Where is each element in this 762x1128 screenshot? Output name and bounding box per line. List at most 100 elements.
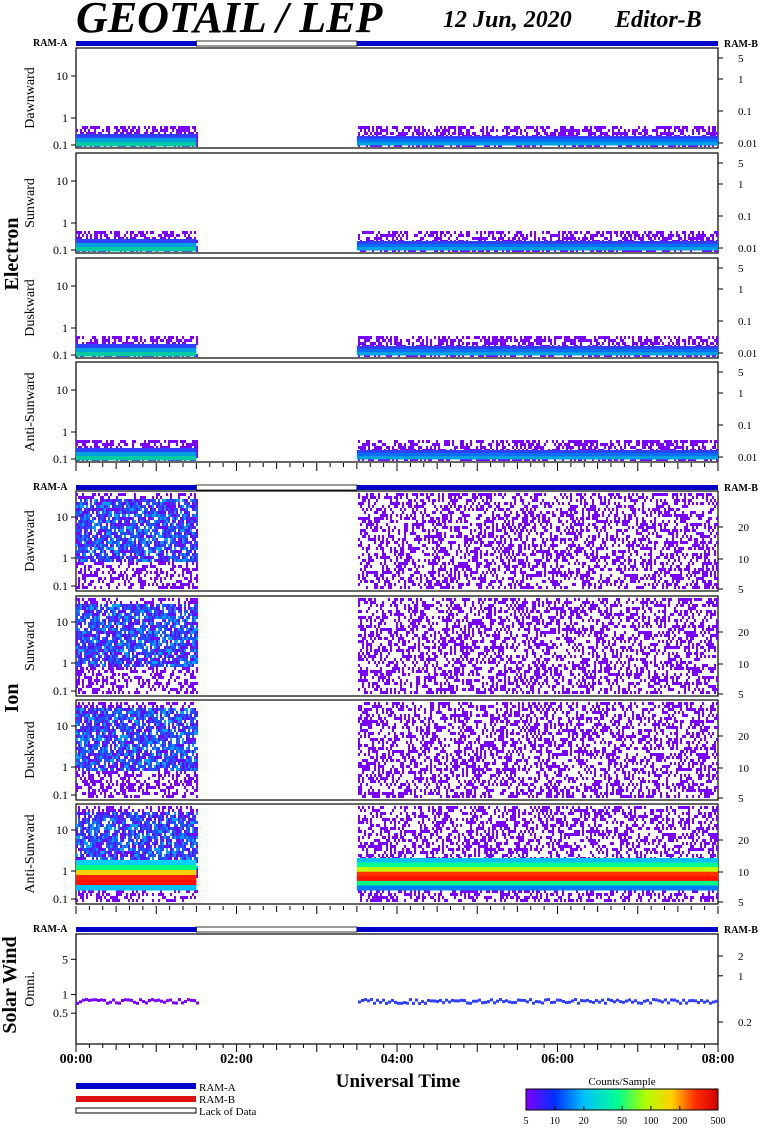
panel-electron-0: 10 1 0.1 5 1 0.1 0.01 Dawnward [23, 47, 757, 152]
left-tick-label: 10 [56, 174, 68, 188]
left-tick-label: 0.1 [53, 788, 68, 802]
right-tick-label: 0.01 [738, 243, 757, 255]
panel-electron-3: 10 1 0.1 5 1 0.1 0.01 Anti-Sunward [23, 361, 757, 466]
figure-title: GEOTAIL / LEP [76, 0, 384, 42]
legend-label-gap: Lack of Data [199, 1106, 257, 1118]
left-tick-label: 10 [56, 69, 68, 83]
panel-label: Dawnward [23, 510, 38, 571]
panel-ion-1: 10 1 0.1 20 10 5 Sunward [23, 595, 750, 701]
mode-bar-right-label: RAM-B [724, 925, 758, 936]
panel-data [76, 440, 718, 461]
mode-bar-ram-a [76, 485, 197, 490]
panel-label: Anti-Sunward [23, 814, 38, 893]
right-tick-label: 1 [738, 74, 744, 86]
left-tick-label: 0.1 [53, 138, 68, 152]
mode-bar-ram-a [356, 927, 718, 932]
left-tick-label: 10 [56, 510, 68, 524]
colorbar-tick-label: 100 [643, 1116, 658, 1127]
mode-bar-gap [195, 40, 358, 47]
right-tick-label: 0.01 [738, 452, 757, 464]
right-tick-label: 2 [738, 951, 744, 963]
mode-bar-right-label: RAM-B [724, 483, 758, 494]
group-label-solar-wind: Solar Wind [0, 936, 21, 1033]
legend-label-ram-a: RAM-A [199, 1082, 236, 1094]
panel-ion-3: 10 1 0.1 20 10 5 Anti-Sunward [23, 803, 750, 909]
panel-data [76, 702, 718, 798]
panel-label: Sunward [23, 178, 38, 228]
panel-ion-0: 10 1 0.1 20 10 5 Dawnward [23, 490, 750, 596]
panel-solar-0: 5 1 0.5 2 1 0.2 Omni. [23, 933, 752, 1045]
right-tick-label: 1 [738, 179, 744, 191]
left-tick-label: 1 [62, 425, 68, 439]
group-label-ion: Ion [1, 684, 23, 713]
right-tick-label: 0.01 [738, 348, 757, 360]
mode-bar-left-label: RAM-A [33, 482, 68, 493]
panel-label: Omni. [23, 971, 38, 1006]
mode-bar-ram-a [76, 41, 197, 46]
left-tick-label: 0.1 [53, 243, 68, 257]
mode-bar-left-label: RAM-A [33, 38, 68, 49]
mode-bar-gap [195, 484, 358, 491]
legend-swatch-ram-b [76, 1096, 196, 1102]
colorbar-tick-label: 200 [672, 1116, 687, 1127]
right-tick-label: 5 [738, 367, 744, 379]
left-tick-label: 1 [62, 216, 68, 230]
panel-data [76, 806, 718, 902]
right-tick-label: 1 [738, 388, 744, 400]
panel-electron-1: 10 1 0.1 5 1 0.1 0.01 Sunward [23, 152, 757, 257]
right-tick-label: 5 [738, 689, 744, 701]
left-tick-label: 5 [62, 952, 68, 966]
left-tick-label: 0.1 [53, 348, 68, 362]
left-tick-label: 10 [56, 719, 68, 733]
left-tick-label: 0.1 [53, 892, 68, 906]
right-tick-label: 20 [738, 835, 750, 847]
left-tick-label: 1 [62, 656, 68, 670]
left-tick-label: 10 [56, 383, 68, 397]
left-tick-label: 10 [56, 615, 68, 629]
group-label-electron: Electron [1, 218, 23, 291]
left-tick-label: 1 [62, 864, 68, 878]
colorbar-title: Counts/Sample [588, 1076, 655, 1088]
colorbar-tick-label: 10 [550, 1116, 560, 1127]
right-tick-label: 0.1 [738, 316, 752, 328]
left-tick-label: 0.5 [53, 1006, 68, 1020]
right-tick-label: 0.1 [738, 420, 752, 432]
left-tick-label: 10 [56, 279, 68, 293]
mode-bar-ram-a [356, 41, 718, 46]
mode-bar-ram-a [356, 485, 718, 490]
right-tick-label: 10 [738, 659, 750, 671]
mode-bar: RAM-A RAM-B [33, 38, 758, 50]
right-tick-label: 5 [738, 263, 744, 275]
left-tick-label: 1 [62, 321, 68, 335]
panel-label: Duskward [23, 279, 38, 337]
right-tick-label: 5 [738, 793, 744, 805]
left-tick-label: 1 [62, 111, 68, 125]
time-tick-label: 02:00 [220, 1052, 253, 1067]
panel-data [76, 336, 718, 357]
right-tick-label: 0.1 [738, 106, 752, 118]
time-tick-label: 04:00 [381, 1052, 414, 1067]
x-axis-label: Universal Time [336, 1071, 460, 1092]
figure-date: 12 Jun, 2020 [443, 7, 572, 33]
right-tick-label: 5 [738, 158, 744, 170]
colorbar-tick-label: 50 [617, 1116, 627, 1127]
panel-data [76, 598, 718, 694]
panel-data [76, 231, 718, 252]
mode-bar-gap [195, 926, 358, 933]
legend-swatch-ram-a [76, 1083, 196, 1089]
right-tick-label: 0.1 [738, 211, 752, 223]
left-tick-label: 0.1 [53, 684, 68, 698]
panel-ion-2: 10 1 0.1 20 10 5 Duskward [23, 699, 750, 805]
panel-label: Sunward [23, 621, 38, 671]
right-tick-label: 10 [738, 763, 750, 775]
time-axis: 00:00 02:00 04:00 06:00 08:00 [60, 463, 734, 1067]
right-tick-label: 0.01 [738, 138, 757, 150]
panel-label: Duskward [23, 721, 38, 779]
colorbar-ticks: 5 10 20 50 100 200 500 [524, 1106, 726, 1127]
panel-data [76, 493, 718, 589]
colorbar-tick-label: 20 [579, 1116, 589, 1127]
left-tick-label: 1 [62, 760, 68, 774]
right-tick-label: 20 [738, 627, 750, 639]
panel-frame [75, 933, 719, 1045]
